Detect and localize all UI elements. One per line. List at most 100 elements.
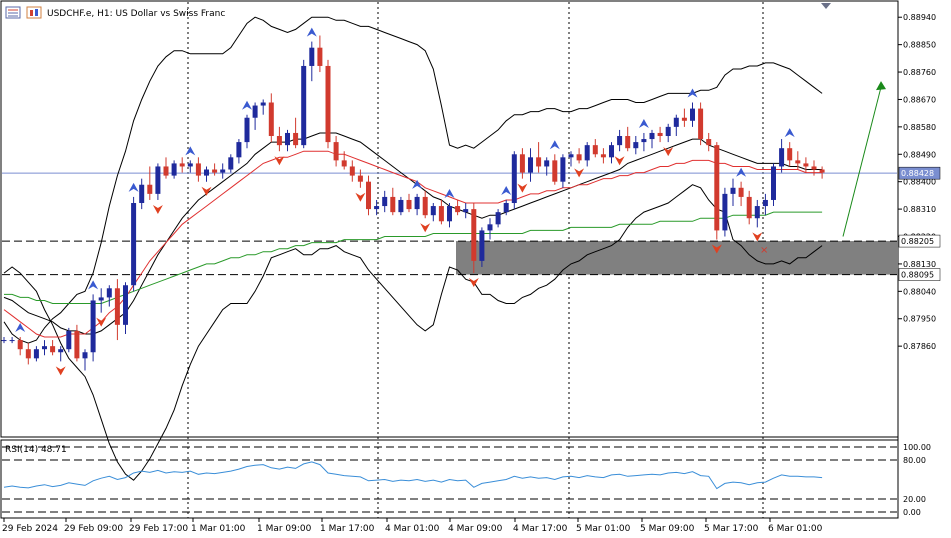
- price-tick-label: 0.88490: [903, 150, 936, 159]
- candle-body: [74, 330, 80, 359]
- signal-arrow-down-icon: [468, 278, 479, 288]
- signal-arrow-down-icon: [96, 317, 107, 327]
- candle-body: [341, 160, 347, 167]
- candle-body: [722, 193, 728, 231]
- price-tick-label: 0.88940: [903, 13, 936, 22]
- candle-body: [422, 196, 428, 216]
- support-zone-rect: [456, 241, 897, 275]
- candle-body: [66, 330, 72, 350]
- price-tick-label: 0.88670: [903, 95, 936, 104]
- candle-body: [123, 285, 128, 325]
- signal-arrow-down-icon: [274, 156, 285, 166]
- signal-arrow-up-icon: [501, 185, 512, 195]
- candle-body: [204, 169, 209, 176]
- candle-body: [754, 206, 760, 219]
- candle-body: [649, 132, 655, 140]
- candle-body: [382, 196, 388, 207]
- candle-body: [463, 209, 469, 213]
- chart-list-icon[interactable]: [5, 6, 21, 19]
- chart-title: USDCHF.e, H1: US Dollar vs Swiss Franc: [47, 9, 225, 19]
- candle-body: [187, 163, 193, 167]
- candle-body: [406, 199, 412, 210]
- candle-body: [519, 154, 525, 173]
- candle-body: [560, 157, 566, 182]
- candle-body: [9, 340, 15, 342]
- signal-arrow-up-icon: [444, 189, 455, 199]
- candle-layer: [1, 35, 825, 371]
- candle-body: [447, 206, 452, 222]
- candle-body: [438, 206, 444, 222]
- candle-body: [131, 203, 137, 286]
- candle-body: [276, 136, 282, 146]
- candle-body: [633, 142, 639, 149]
- grid-layer: [187, 2, 764, 518]
- cross-marker-icon: ×: [760, 245, 768, 256]
- support-zone-layer: [2, 172, 897, 276]
- current-price-label: 0.88428: [901, 169, 934, 178]
- candle-body: [147, 184, 153, 194]
- signal-arrow-layer: ×: [15, 27, 886, 376]
- signal-arrow-down-icon: [201, 186, 212, 196]
- signal-arrow-down-icon: [517, 183, 528, 193]
- candle-body: [609, 145, 614, 158]
- time-tick-label: 1 Mar 17:00: [320, 524, 375, 534]
- candle-body: [114, 288, 120, 325]
- candle-body: [139, 184, 145, 204]
- candle-body: [600, 154, 606, 158]
- time-tick-label: 6 Mar 01:00: [768, 524, 823, 534]
- zone-top-price-box: [898, 234, 941, 248]
- rsi-title: RSI(14) 48.71: [5, 445, 67, 455]
- candle-body: [706, 139, 712, 146]
- candle-body: [357, 175, 363, 182]
- signal-arrow-up-icon: [687, 88, 698, 98]
- candle-body: [220, 169, 226, 173]
- signal-arrow-down-icon: [574, 168, 585, 178]
- time-tick-label: 5 Mar 17:00: [704, 524, 759, 534]
- zone-top-price-label: 0.88205: [901, 237, 934, 246]
- signal-arrow-up-icon: [549, 140, 560, 150]
- candle-body: [252, 105, 258, 118]
- indicator-layer: [3, 16, 823, 481]
- time-tick-label: 29 Feb 09:00: [64, 524, 123, 534]
- rsi-line: [3, 461, 823, 490]
- candle-body: [179, 163, 185, 167]
- candle-body: [617, 136, 623, 146]
- signal-arrow-down-icon: [355, 192, 366, 202]
- signal-arrow-down-icon: [663, 147, 674, 157]
- time-tick-label: 4 Mar 17:00: [513, 524, 568, 534]
- axis-layer: 0.88940 0.88850 0.88760 0.88670 0.88580 0.884…: [2, 13, 941, 534]
- rsi-tick-label: 20.00: [903, 495, 926, 504]
- candle-body: [479, 230, 485, 261]
- candle-body: [390, 196, 396, 213]
- candle-body: [25, 349, 31, 359]
- price-tick-label: 0.88760: [903, 68, 936, 77]
- candle-body: [42, 346, 47, 350]
- time-tick-label: 29 Feb 17:00: [129, 524, 188, 534]
- candle-body: [398, 199, 404, 213]
- signal-arrow-down-icon: [152, 204, 163, 214]
- candle-body: [673, 117, 679, 127]
- candle-body: [592, 145, 598, 155]
- signal-arrow-down-icon: [752, 232, 763, 242]
- chart-type-icon[interactable]: [26, 6, 42, 19]
- candle-body: [690, 108, 695, 121]
- candle-body: [309, 47, 315, 66]
- candle-body: [171, 163, 177, 176]
- price-tick-label: 0.88040: [903, 287, 936, 296]
- chart-title-group: USDCHF.e, H1: US Dollar vs Swiss Franc: [5, 6, 225, 19]
- candle-body: [106, 288, 112, 298]
- candle-body: [503, 203, 509, 213]
- candle-body: [568, 154, 574, 158]
- collapse-triangle-icon[interactable]: [821, 3, 831, 9]
- candle-body: [625, 136, 631, 149]
- candle-body: [487, 224, 493, 231]
- time-tick-label: 5 Mar 09:00: [640, 524, 695, 534]
- signal-arrow-up-icon: [784, 128, 795, 138]
- time-tick-label: 29 Feb 2024: [2, 524, 58, 534]
- candle-body: [58, 349, 64, 353]
- signal-arrow-up-icon: [412, 179, 423, 189]
- candle-body: [455, 206, 461, 213]
- candle-body: [738, 187, 744, 197]
